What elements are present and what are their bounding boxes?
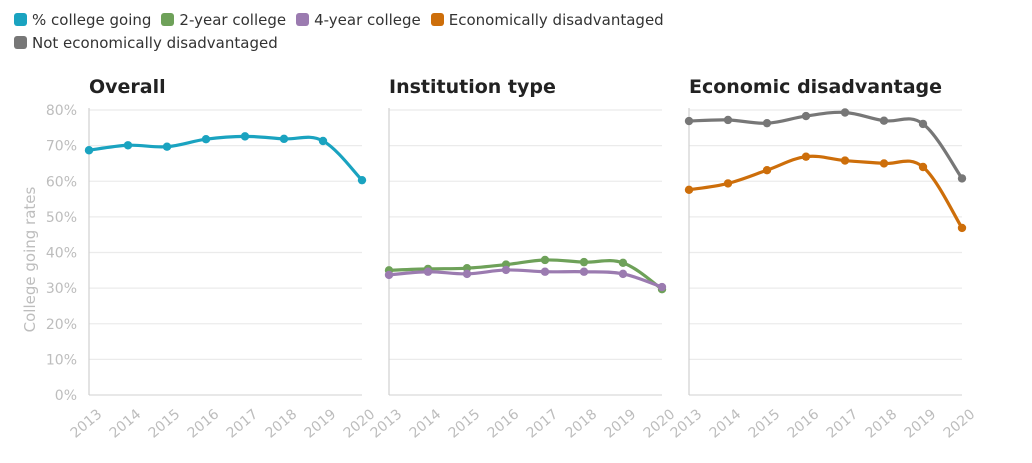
- x-tick-label: 2017: [224, 406, 262, 441]
- data-point: [918, 119, 928, 129]
- legend-item-2-year: 2-year college: [161, 11, 286, 29]
- y-tick-label: 10%: [46, 352, 77, 368]
- x-tick-label: 2014: [707, 406, 745, 441]
- data-point: [957, 174, 967, 183]
- data-point: [201, 135, 211, 144]
- series-not-economically-disadvantaged: [684, 108, 967, 183]
- x-tick-label: 2016: [485, 406, 523, 441]
- x-tick-label: 2019: [602, 406, 640, 441]
- x-tick-label: 2018: [863, 406, 901, 441]
- y-tick-label: 0%: [55, 388, 77, 404]
- data-point: [279, 134, 289, 144]
- legend-label: Economically disadvantaged: [448, 10, 664, 29]
- panel-title: Economic disadvantage: [689, 76, 942, 98]
- data-point: [423, 267, 433, 276]
- data-point: [801, 152, 811, 161]
- y-tick-label: 80%: [46, 103, 77, 119]
- x-tick-label: 2016: [185, 406, 223, 441]
- data-point: [762, 166, 772, 175]
- y-axis-label: College going rates: [21, 186, 39, 332]
- legend-item-not-econ-disadvantaged: Not economically disadvantaged: [14, 34, 278, 52]
- legend-label: 2-year college: [179, 10, 287, 29]
- legend-swatch: [14, 13, 27, 26]
- y-tick-label: 20%: [46, 317, 77, 333]
- data-point: [540, 267, 550, 276]
- data-point: [579, 267, 589, 276]
- legend-swatch: [14, 36, 27, 49]
- data-point: [579, 257, 589, 267]
- panel-title: Institution type: [389, 76, 556, 98]
- legend-item-4-year: 4-year college: [296, 11, 421, 29]
- data-point: [879, 116, 889, 125]
- data-point: [879, 159, 889, 168]
- x-tick-label: 2017: [524, 406, 562, 441]
- legend-item-college-going: % college going: [14, 11, 151, 29]
- x-tick-label: 2016: [785, 406, 823, 441]
- data-point: [684, 116, 694, 126]
- data-point: [618, 258, 628, 268]
- data-point: [357, 175, 367, 185]
- data-point: [840, 156, 850, 165]
- legend-swatch: [161, 13, 175, 26]
- legend-label: Not economically disadvantaged: [32, 33, 278, 52]
- data-point: [501, 265, 511, 275]
- x-tick-label: 2018: [563, 406, 601, 441]
- series-economically-disadvantaged: [684, 152, 967, 233]
- x-tick-label: 2015: [446, 406, 484, 441]
- legend: % college going 2-year college 4-year co…: [14, 8, 734, 54]
- data-point: [723, 115, 733, 125]
- legend-swatch: [296, 13, 310, 26]
- legend-swatch: [430, 13, 444, 26]
- x-tick-label: 2015: [146, 406, 184, 441]
- x-tick-label: 2013: [68, 406, 106, 441]
- x-tick-label: 2019: [902, 406, 940, 441]
- y-tick-label: 40%: [46, 246, 77, 262]
- x-tick-label: 2013: [668, 406, 706, 441]
- data-point: [657, 282, 667, 292]
- data-point: [801, 111, 811, 121]
- data-point: [762, 118, 772, 128]
- x-tick-label: 2014: [107, 406, 145, 441]
- series-4-year-college: [384, 265, 667, 292]
- x-tick-label: 2013: [368, 406, 406, 441]
- y-tick-label: 50%: [46, 210, 77, 226]
- y-tick-label: 30%: [46, 281, 77, 297]
- data-point: [684, 185, 694, 194]
- y-tick-label: 60%: [46, 174, 77, 190]
- panel-institution-type: 2013 2014 2015 2016 2017 2018 2019 2020Institut…: [368, 76, 679, 442]
- legend-label: 4-year college: [314, 10, 421, 29]
- data-point: [240, 132, 250, 141]
- x-tick-label: 2018: [263, 406, 301, 441]
- x-tick-label: 2014: [407, 406, 445, 441]
- data-point: [84, 146, 94, 155]
- legend-row: % college going 2-year college 4-year co…: [14, 8, 734, 31]
- data-point: [618, 269, 628, 279]
- data-point: [462, 269, 472, 279]
- data-point: [957, 223, 967, 233]
- data-point: [162, 142, 172, 151]
- data-point: [384, 270, 394, 280]
- panel-title: Overall: [89, 76, 166, 98]
- x-tick-label: 2017: [824, 406, 862, 441]
- data-point: [318, 136, 328, 146]
- panel-overall: 0% 10% 20% 30% 40% 50% 60% 70% 80% College going …: [21, 76, 378, 442]
- data-point: [840, 108, 850, 117]
- data-point: [723, 179, 733, 188]
- y-tick-label: 70%: [46, 139, 77, 155]
- data-point: [918, 162, 928, 172]
- x-tick-label: 2019: [302, 406, 340, 441]
- x-tick-label: 2015: [746, 406, 784, 441]
- data-point: [540, 255, 550, 265]
- legend-item-econ-disadvantaged: Economically disadvantaged: [430, 10, 664, 29]
- series--college-going: [84, 132, 367, 185]
- legend-label: % college going: [32, 10, 152, 29]
- legend-row: Not economically disadvantaged: [14, 31, 734, 54]
- panel-economic-disadvantage: 2013 2014 2015 2016 2017 2018 2019 2020 Economic…: [668, 76, 979, 442]
- x-tick-label: 2020: [941, 406, 979, 441]
- data-point: [123, 141, 133, 150]
